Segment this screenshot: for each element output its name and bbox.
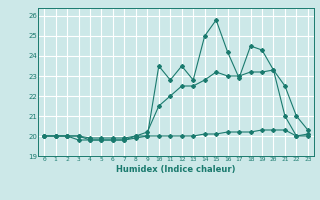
X-axis label: Humidex (Indice chaleur): Humidex (Indice chaleur) — [116, 165, 236, 174]
